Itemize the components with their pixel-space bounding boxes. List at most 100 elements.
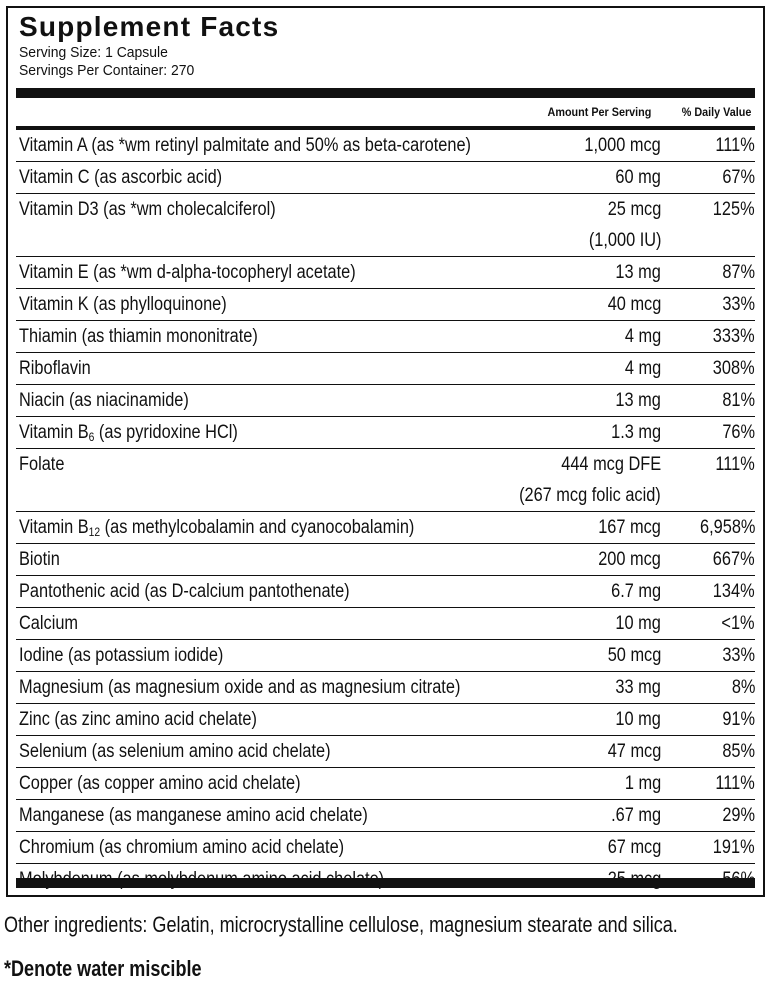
- nutrient-daily-value: 33%: [722, 294, 755, 315]
- nutrient-amount: 33 mg: [615, 677, 661, 698]
- nutrient-name-subscript: 6: [88, 430, 95, 444]
- nutrient-name: Pantothenic acid (as D-calcium pantothen…: [19, 581, 350, 602]
- nutrient-name: Iodine (as potassium iodide): [19, 645, 224, 666]
- nutrient-name: Thiamin (as thiamin mononitrate): [19, 326, 258, 347]
- serving-size: Serving Size: 1 Capsule: [19, 44, 168, 61]
- nutrient-row: Copper (as copper amino acid chelate) 1 m…: [16, 768, 755, 800]
- nutrient-amount: 67 mcg: [607, 837, 661, 858]
- nutrient-name: Folate: [19, 454, 65, 475]
- nutrient-daily-value: 308%: [713, 358, 755, 379]
- nutrient-name: Niacin (as niacinamide): [19, 390, 189, 411]
- nutrient-name-part: (as methylcobalamin and cyanocobalamin): [100, 517, 415, 538]
- nutrient-amount: 444 mcg DFE: [561, 454, 661, 475]
- nutrient-name: Chromium (as chromium amino acid chelate…: [19, 837, 345, 858]
- nutrient-name: Calcium: [19, 613, 79, 634]
- nutrient-amount: 47 mcg: [607, 741, 661, 762]
- nutrient-row: Vitamin C (as ascorbic acid) 60 mg 67%: [16, 162, 755, 194]
- nutrient-amount: 40 mcg: [607, 294, 661, 315]
- nutrient-amount: 1.3 mg: [611, 422, 661, 443]
- top-divider-bar: [16, 88, 755, 98]
- nutrient-name-part: Vitamin B: [19, 422, 89, 443]
- amount-column-header: Amount Per Serving: [547, 105, 651, 119]
- nutrient-row: Selenium (as selenium amino acid chelate…: [16, 736, 755, 768]
- nutrient-amount: 1,000 mcg: [584, 135, 661, 156]
- nutrient-table: Vitamin A (as *wm retinyl palmitate and …: [16, 130, 755, 895]
- nutrient-row: Pantothenic acid (as D-calcium pantothen…: [16, 576, 755, 608]
- nutrient-daily-value: 111%: [715, 454, 755, 475]
- nutrient-name: Vitamin B6 (as pyridoxine HCl): [19, 417, 238, 448]
- nutrient-row: Thiamin (as thiamin mononitrate) 4 mg 333%: [16, 321, 755, 353]
- nutrient-name: Vitamin K (as phylloquinone): [19, 294, 227, 315]
- nutrient-name: Vitamin D3 (as *wm cholecalciferol): [19, 199, 276, 220]
- nutrient-daily-value: <1%: [721, 613, 755, 634]
- nutrient-name: Selenium (as selenium amino acid chelate…: [19, 741, 331, 762]
- nutrient-amount: .67 mg: [611, 805, 661, 826]
- nutrient-daily-value: 76%: [722, 422, 755, 443]
- nutrient-daily-value: 85%: [722, 741, 755, 762]
- nutrient-row: Vitamin K (as phylloquinone) 40 mcg 33%: [16, 289, 755, 321]
- nutrient-row: Iodine (as potassium iodide) 50 mcg 33%: [16, 640, 755, 672]
- nutrient-amount: 200 mcg: [598, 549, 661, 570]
- nutrient-name: Vitamin B12 (as methylcobalamin and cyan…: [19, 512, 414, 543]
- nutrient-name: Vitamin E (as *wm d-alpha-tocopheryl ace…: [19, 262, 356, 283]
- nutrient-row: Calcium 10 mg <1%: [16, 608, 755, 640]
- nutrient-daily-value: 33%: [722, 645, 755, 666]
- nutrient-daily-value: 125%: [713, 199, 755, 220]
- servings-per-container: Servings Per Container: 270: [19, 62, 195, 79]
- other-ingredients: Other ingredients: Gelatin, microcrystal…: [4, 912, 678, 937]
- nutrient-name: Zinc (as zinc amino acid chelate): [19, 709, 257, 730]
- supplement-facts-panel: Supplement Facts Serving Size: 1 Capsule…: [6, 6, 765, 897]
- nutrient-daily-value: 111%: [715, 773, 755, 794]
- nutrient-name: Copper (as copper amino acid chelate): [19, 773, 301, 794]
- nutrient-row: Manganese (as manganese amino acid chela…: [16, 800, 755, 832]
- nutrient-daily-value: 87%: [722, 262, 755, 283]
- nutrient-row: Vitamin B12 (as methylcobalamin and cyan…: [16, 512, 755, 544]
- nutrient-name: Manganese (as manganese amino acid chela…: [19, 805, 368, 826]
- nutrient-row: Chromium (as chromium amino acid chelate…: [16, 832, 755, 864]
- nutrient-name: Magnesium (as magnesium oxide and as mag…: [19, 677, 461, 698]
- nutrient-name: Vitamin C (as ascorbic acid): [19, 167, 223, 188]
- nutrient-amount: 1 mg: [624, 773, 661, 794]
- nutrient-row: Folate 444 mcg DFE (267 mcg folic acid) 111…: [16, 449, 755, 512]
- nutrient-daily-value: 333%: [713, 326, 755, 347]
- nutrient-amount: 4 mg: [624, 358, 661, 379]
- nutrient-row: Riboflavin 4 mg 308%: [16, 353, 755, 385]
- nutrient-daily-value: 191%: [713, 837, 755, 858]
- nutrient-amount: 60 mg: [615, 167, 661, 188]
- nutrient-row: Magnesium (as magnesium oxide and as mag…: [16, 672, 755, 704]
- nutrient-daily-value: 91%: [722, 709, 755, 730]
- nutrient-daily-value: 134%: [713, 581, 755, 602]
- bottom-divider-bar: [16, 878, 755, 888]
- nutrient-amount-secondary: (1,000 IU): [588, 230, 661, 251]
- nutrient-row: Biotin 200 mcg 667%: [16, 544, 755, 576]
- nutrient-row: Zinc (as zinc amino acid chelate) 10 mg 91…: [16, 704, 755, 736]
- nutrient-name: Vitamin A (as *wm retinyl palmitate and …: [19, 135, 472, 156]
- nutrient-name-part: (as pyridoxine HCl): [94, 422, 238, 443]
- nutrient-daily-value: 8%: [731, 677, 755, 698]
- nutrient-daily-value: 29%: [722, 805, 755, 826]
- nutrient-name: Riboflavin: [19, 358, 91, 379]
- nutrient-amount-secondary: (267 mcg folic acid): [519, 485, 661, 506]
- header-divider: [16, 126, 755, 130]
- nutrient-amount: 25 mcg: [607, 199, 661, 220]
- nutrient-amount: 50 mcg: [607, 645, 661, 666]
- nutrient-amount: 10 mg: [615, 709, 661, 730]
- nutrient-amount: 13 mg: [615, 390, 661, 411]
- nutrient-daily-value: 111%: [715, 135, 755, 156]
- nutrient-amount: 10 mg: [615, 613, 661, 634]
- nutrient-daily-value: 81%: [722, 390, 755, 411]
- nutrient-daily-value: 6,958%: [699, 517, 755, 538]
- nutrient-name: Biotin: [19, 549, 60, 570]
- nutrient-row: Vitamin D3 (as *wm cholecalciferol) 25 mc…: [16, 194, 755, 257]
- nutrient-row: Vitamin A (as *wm retinyl palmitate and …: [16, 130, 755, 162]
- panel-title: Supplement Facts: [19, 11, 280, 42]
- nutrient-row: Vitamin E (as *wm d-alpha-tocopheryl ace…: [16, 257, 755, 289]
- footnote: *Denote water miscible: [4, 956, 202, 981]
- nutrient-amount: 4 mg: [624, 326, 661, 347]
- nutrient-name-subscript: 12: [88, 525, 101, 539]
- nutrient-amount: 13 mg: [615, 262, 661, 283]
- nutrient-name-part: Vitamin B: [19, 517, 89, 538]
- nutrient-daily-value: 667%: [713, 549, 755, 570]
- nutrient-row: Vitamin B6 (as pyridoxine HCl) 1.3 mg 76%: [16, 417, 755, 449]
- nutrient-row: Niacin (as niacinamide) 13 mg 81%: [16, 385, 755, 417]
